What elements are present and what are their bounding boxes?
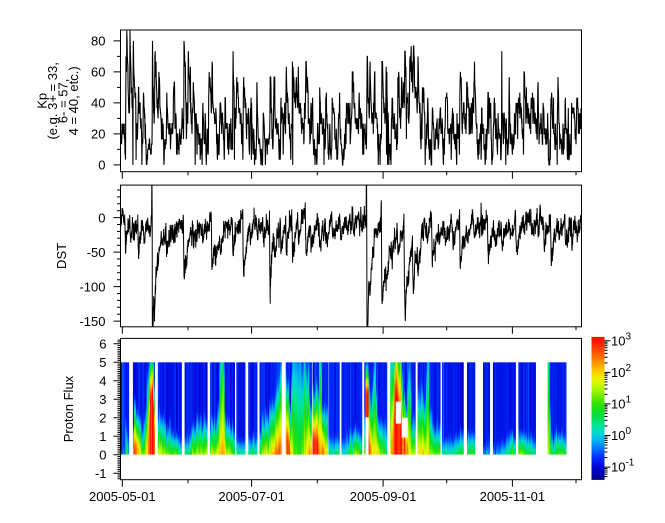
svg-text:-50: -50: [87, 245, 106, 260]
svg-text:2005-05-01: 2005-05-01: [89, 489, 156, 504]
svg-text:2005-09-01: 2005-09-01: [350, 489, 417, 504]
svg-text:-1: -1: [95, 466, 107, 481]
svg-text:1: 1: [99, 429, 106, 444]
svg-text:4 = 40, etc.): 4 = 40, etc.): [66, 66, 81, 135]
svg-text:DST: DST: [54, 243, 69, 269]
svg-text:80: 80: [91, 34, 105, 49]
svg-text:2: 2: [99, 410, 106, 425]
svg-text:Proton Flux: Proton Flux: [61, 375, 76, 442]
svg-text:-100: -100: [79, 279, 105, 294]
svg-text:20: 20: [91, 127, 105, 142]
svg-text:Kp: Kp: [35, 93, 50, 109]
svg-text:2005-07-01: 2005-07-01: [218, 489, 285, 504]
svg-text:-150: -150: [79, 314, 105, 329]
svg-text:0: 0: [98, 158, 105, 173]
svg-text:6: 6: [99, 336, 106, 351]
svg-text:5: 5: [99, 355, 106, 370]
svg-text:(e.g. 3+ = 33,: (e.g. 3+ = 33,: [45, 62, 60, 139]
svg-text:40: 40: [91, 96, 105, 111]
svg-text:4: 4: [99, 373, 106, 388]
svg-text:2005-11-01: 2005-11-01: [480, 489, 546, 504]
svg-text:0: 0: [98, 210, 105, 225]
svg-text:3: 3: [99, 392, 106, 407]
svg-text:6- = 57,: 6- = 57,: [56, 79, 71, 123]
svg-text:60: 60: [91, 65, 105, 80]
svg-text:0: 0: [99, 447, 106, 462]
